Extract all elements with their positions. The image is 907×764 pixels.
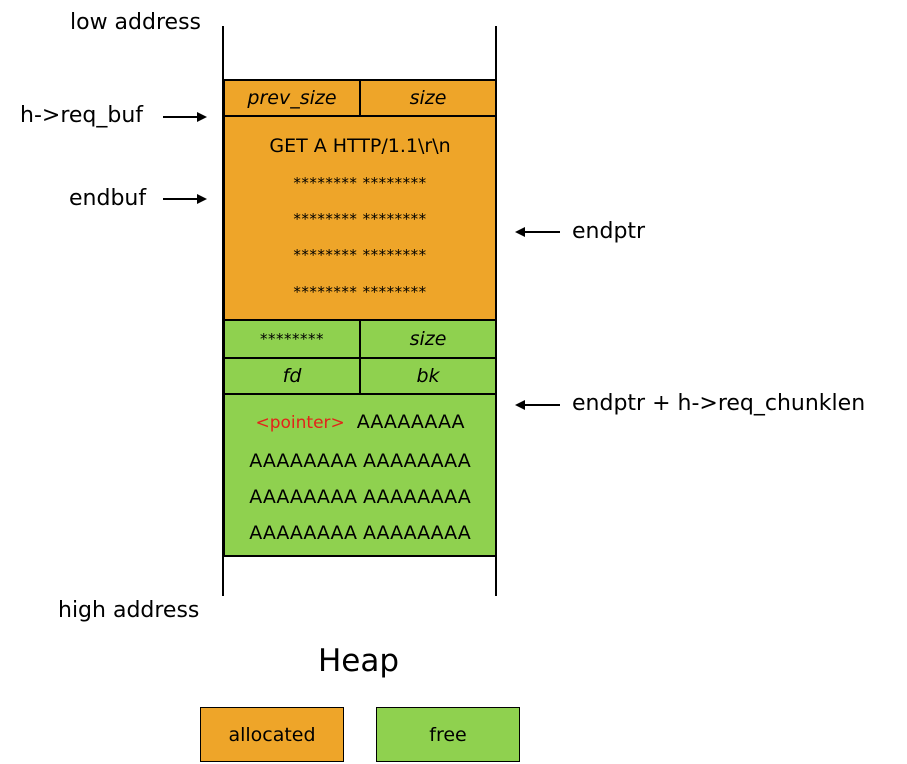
free-size-label: size [409,328,447,350]
free-fd-cell: fd [223,357,361,395]
allocated-data-line: ******** ******** [293,246,427,264]
allocated-data-line: ******** ******** [293,210,427,228]
allocated-data-line: GET A HTTP/1.1\r\n [269,135,451,157]
free-data-line: AAAAAAAA AAAAAAAA [249,450,471,472]
endbuf-label: endbuf [69,186,147,211]
endptr-label: endptr [572,219,646,244]
endptr-chunklen-label: endptr + h->req_chunklen [572,391,866,416]
legend-free: free [376,707,520,762]
high-address-label: high address [58,598,200,623]
free-prev-size-cell: ******** [223,319,361,359]
req-buf-arrow-icon [163,112,207,122]
allocated-data-line: ******** ******** [293,174,427,192]
legend-allocated: allocated [200,707,344,762]
allocated-size-cell: size [359,79,497,117]
endbuf-arrow-icon [163,194,207,204]
free-fd-label: fd [282,365,302,387]
free-bk-label: bk [416,365,440,387]
free-prev-size-label: ******** [260,330,324,348]
low-address-label: low address [70,10,201,35]
free-size-cell: size [359,319,497,359]
allocated-data-block: GET A HTTP/1.1\r\n ******** ******** ***… [223,115,497,321]
free-data-line: AAAAAAAA AAAAAAAA [249,522,471,544]
legend-allocated-label: allocated [228,723,316,746]
free-data-filler: AAAAAAAA [356,411,465,433]
free-data-line: AAAAAAAA AAAAAAAA [249,486,471,508]
allocated-data-line: ******** ******** [293,283,427,301]
allocated-prev-size-cell: prev_size [223,79,361,117]
pointer-text: <pointer> [255,413,345,433]
diagram-title: Heap [318,643,400,679]
allocated-prev-size-label: prev_size [247,87,337,109]
free-data-first-line: <pointer> AAAAAAAA [225,411,495,433]
req-buf-label: h->req_buf [20,103,144,128]
free-data-block: <pointer> AAAAAAAA AAAAAAAA AAAAAAAA AAAA… [223,393,497,557]
free-bk-cell: bk [359,357,497,395]
endptr-arrow-icon [515,227,560,237]
allocated-size-label: size [409,87,447,109]
endptr-chunklen-arrow-icon [515,400,560,410]
legend-free-label: free [429,723,467,746]
